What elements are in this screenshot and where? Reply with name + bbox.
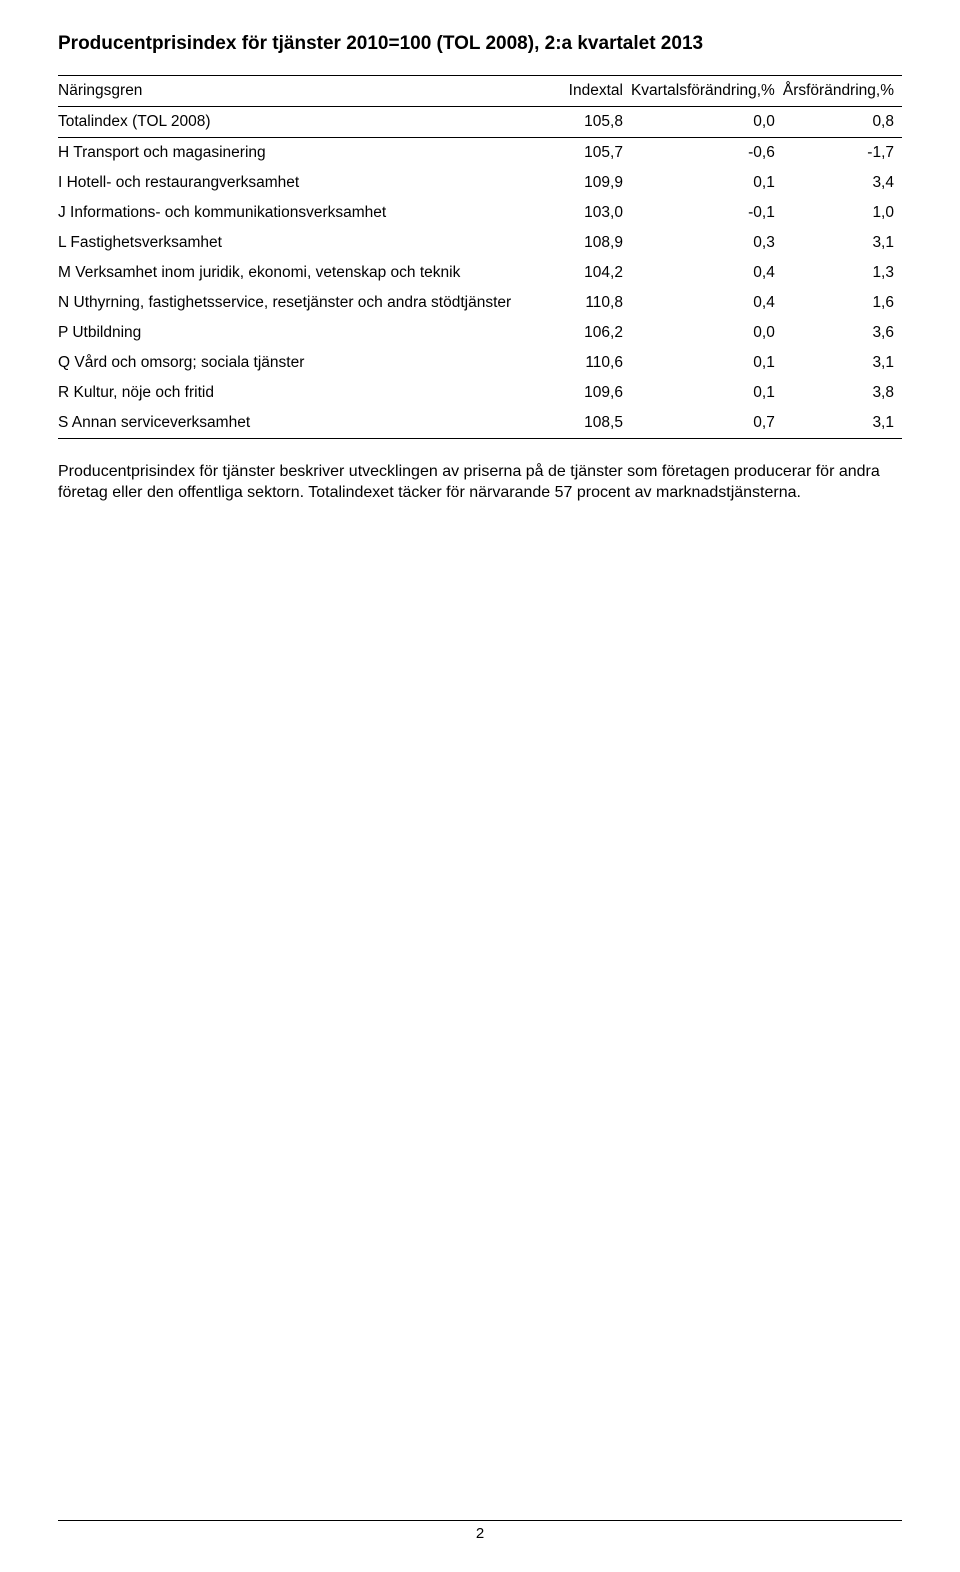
col-header-naringsgren: Näringsgren (58, 75, 549, 106)
cell-label: J Informations- och kommunikationsverksa… (58, 198, 549, 228)
cell-label: R Kultur, nöje och fritid (58, 378, 549, 408)
cell-quarter: 0,7 (631, 408, 783, 439)
cell-index: 110,6 (549, 348, 631, 378)
table-row: H Transport och magasinering 105,7 -0,6 … (58, 137, 902, 168)
table-row: J Informations- och kommunikationsverksa… (58, 198, 902, 228)
table-row: P Utbildning 106,2 0,0 3,6 (58, 318, 902, 348)
cell-quarter: -0,1 (631, 198, 783, 228)
cell-quarter: 0,1 (631, 168, 783, 198)
cell-year: 1,0 (783, 198, 902, 228)
cell-quarter: 0,3 (631, 228, 783, 258)
cell-index: 105,8 (549, 106, 631, 137)
page-number: 2 (476, 1525, 484, 1542)
cell-label: L Fastighetsverksamhet (58, 228, 549, 258)
cell-label: Q Vård och omsorg; sociala tjänster (58, 348, 549, 378)
cell-year: 3,1 (783, 348, 902, 378)
cell-index: 108,9 (549, 228, 631, 258)
cell-index: 105,7 (549, 137, 631, 168)
cell-index: 110,8 (549, 288, 631, 318)
cell-index: 106,2 (549, 318, 631, 348)
cell-index: 109,6 (549, 378, 631, 408)
cell-label: H Transport och magasinering (58, 137, 549, 168)
page-footer: 2 (58, 1520, 902, 1542)
page-container: Producentprisindex för tjänster 2010=100… (0, 0, 960, 1572)
table-header-row: Näringsgren Indextal Kvartalsförändring,… (58, 75, 902, 106)
description-paragraph: Producentprisindex för tjänster beskrive… (58, 461, 902, 504)
table-row: Q Vård och omsorg; sociala tjänster 110,… (58, 348, 902, 378)
cell-index: 104,2 (549, 258, 631, 288)
cell-quarter: 0,4 (631, 258, 783, 288)
col-header-ar: Årsförändring,% (783, 75, 902, 106)
cell-quarter: -0,6 (631, 137, 783, 168)
cell-label: S Annan serviceverksamhet (58, 408, 549, 439)
table-total-row: Totalindex (TOL 2008) 105,8 0,0 0,8 (58, 106, 902, 137)
table-row: L Fastighetsverksamhet 108,9 0,3 3,1 (58, 228, 902, 258)
cell-index: 103,0 (549, 198, 631, 228)
cell-year: 3,8 (783, 378, 902, 408)
cell-year: 0,8 (783, 106, 902, 137)
cell-year: 3,6 (783, 318, 902, 348)
cell-quarter: 0,1 (631, 348, 783, 378)
cell-year: 1,6 (783, 288, 902, 318)
cell-year: 3,4 (783, 168, 902, 198)
cell-quarter: 0,4 (631, 288, 783, 318)
data-table: Näringsgren Indextal Kvartalsförändring,… (58, 75, 902, 439)
col-header-kvartal: Kvartalsförändring,% (631, 75, 783, 106)
cell-year: 3,1 (783, 228, 902, 258)
cell-label: Totalindex (TOL 2008) (58, 106, 549, 137)
table-row: N Uthyrning, fastighetsservice, resetjän… (58, 288, 902, 318)
cell-year: -1,7 (783, 137, 902, 168)
cell-label: N Uthyrning, fastighetsservice, resetjän… (58, 288, 549, 318)
table-row: S Annan serviceverksamhet 108,5 0,7 3,1 (58, 408, 902, 439)
cell-year: 3,1 (783, 408, 902, 439)
cell-year: 1,3 (783, 258, 902, 288)
cell-quarter: 0,0 (631, 318, 783, 348)
cell-label: I Hotell- och restaurangverksamhet (58, 168, 549, 198)
cell-quarter: 0,0 (631, 106, 783, 137)
cell-quarter: 0,1 (631, 378, 783, 408)
table-row: M Verksamhet inom juridik, ekonomi, vete… (58, 258, 902, 288)
cell-label: M Verksamhet inom juridik, ekonomi, vete… (58, 258, 549, 288)
cell-index: 108,5 (549, 408, 631, 439)
table-row: R Kultur, nöje och fritid 109,6 0,1 3,8 (58, 378, 902, 408)
page-title: Producentprisindex för tjänster 2010=100… (58, 32, 902, 57)
cell-label: P Utbildning (58, 318, 549, 348)
col-header-indextal: Indextal (549, 75, 631, 106)
table-row: I Hotell- och restaurangverksamhet 109,9… (58, 168, 902, 198)
cell-index: 109,9 (549, 168, 631, 198)
